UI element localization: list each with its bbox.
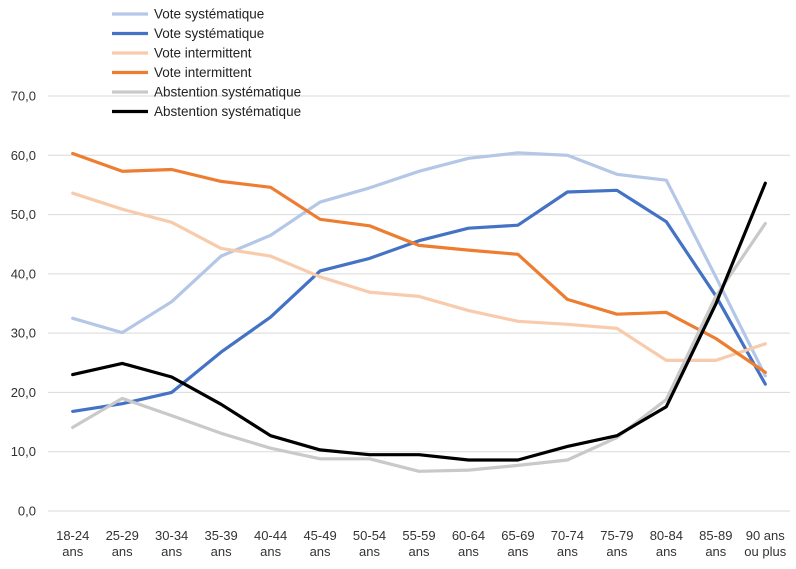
x-tick-label: 65-69 ans	[501, 528, 534, 559]
series-line-1	[71, 151, 767, 378]
x-tick-label: 85-89 ans	[699, 528, 732, 559]
x-tick-label: 70-74 ans	[551, 528, 584, 559]
y-tick-label: 30,0	[11, 326, 36, 341]
series-line-4	[71, 151, 767, 374]
legend-label: Vote intermittent	[154, 65, 252, 80]
x-tick-label: 60-64 ans	[452, 528, 485, 559]
x-tick-label: 25-29 ans	[106, 528, 139, 559]
x-tick-label: 40-44 ans	[254, 528, 287, 559]
x-tick-label: 80-84 ans	[650, 528, 683, 559]
legend-label: Abstention systématique	[154, 85, 301, 100]
x-tick-label: 30-34 ans	[155, 528, 188, 559]
legend-label: Vote systématique	[154, 26, 264, 41]
x-tick-label: 55-59 ans	[402, 528, 435, 559]
x-tick-label: 18-24 ans	[56, 528, 89, 559]
x-tick-label: 50-54 ans	[353, 528, 386, 559]
x-tick-label: 90 ans ou plus	[744, 528, 786, 559]
gridlines	[48, 95, 790, 512]
y-tick-label: 0,0	[18, 504, 36, 519]
series-line-5	[71, 221, 767, 473]
legend-label: Abstention systématique	[154, 104, 301, 119]
series-line-2	[71, 188, 767, 413]
y-axis: 0,0 10,0 20,0 30,0 40,0 50,0 60,0 70,0	[11, 89, 36, 519]
legend-label: Vote systématique	[154, 7, 264, 22]
legend: Vote systématique Vote systématique Vote i…	[112, 7, 301, 119]
series-line-6	[71, 181, 767, 462]
x-axis: 18-24 ans 25-29 ans 30-34 ans 35-39 ans 40-44 ans…	[56, 528, 787, 559]
x-tick-label: 75-79 ans	[600, 528, 633, 559]
y-tick-label: 20,0	[11, 385, 36, 400]
y-tick-label: 60,0	[11, 148, 36, 163]
y-tick-label: 40,0	[11, 266, 36, 281]
x-tick-label: 45-49 ans	[303, 528, 336, 559]
series-line-3	[71, 191, 767, 362]
legend-label: Vote intermittent	[154, 46, 252, 61]
x-tick-label: 35-39 ans	[205, 528, 238, 559]
y-tick-label: 50,0	[11, 207, 36, 222]
y-tick-label: 70,0	[11, 89, 36, 104]
y-tick-label: 10,0	[11, 444, 36, 459]
series-lines	[71, 151, 767, 473]
